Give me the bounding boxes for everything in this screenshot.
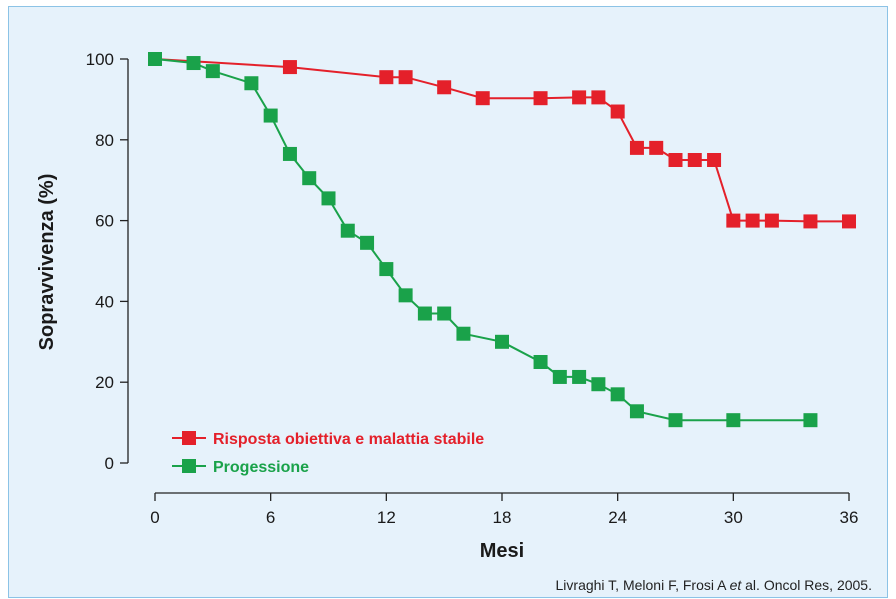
data-point: [610, 387, 625, 402]
data-point: [629, 140, 644, 155]
data-point: [495, 334, 509, 349]
data-point: [205, 64, 220, 79]
citation: Livraghi T, Meloni F, Frosi A et al. Onc…: [556, 577, 872, 593]
data-point: [263, 108, 278, 123]
y-tick-label: 20: [95, 373, 114, 392]
data-point: [803, 413, 818, 428]
y-tick-label: 40: [95, 292, 114, 311]
data-point: [302, 171, 317, 186]
data-point: [360, 235, 375, 250]
data-point: [591, 90, 606, 105]
data-point: [437, 306, 452, 321]
data-point: [148, 52, 162, 66]
series-line-0: [154, 58, 849, 223]
data-point: [379, 262, 394, 277]
data-point: [745, 213, 760, 228]
data-point: [186, 56, 201, 71]
data-point: [417, 306, 432, 321]
legend-label: Risposta obiettiva e malattia stabile: [213, 431, 484, 448]
data-point: [668, 413, 683, 428]
y-tick-label: 60: [95, 212, 114, 231]
data-point: [533, 91, 548, 106]
data-point: [379, 70, 394, 85]
data-point: [687, 153, 702, 167]
data-point: [456, 326, 471, 341]
legend-marker: [182, 431, 196, 445]
series-lines: [154, 58, 849, 422]
y-tick-label: 0: [105, 454, 114, 473]
legend: Risposta obiettiva e malattia stabile Pro…: [172, 431, 484, 476]
legend-marker: [182, 459, 196, 473]
axes: 0 20 40 60 80 100 0 6 12 18 24 30 36: [86, 50, 859, 527]
data-point: [726, 213, 741, 228]
y-axis-label: Sopravvivenza (%): [36, 174, 58, 351]
data-point: [842, 214, 856, 229]
data-point: [437, 80, 452, 95]
x-tick-label: 30: [724, 508, 743, 527]
data-point: [552, 369, 567, 384]
x-tick-label: 0: [150, 508, 159, 527]
series-markers: [148, 52, 856, 428]
citation-text-before: Livraghi T, Meloni F, Frosi A: [556, 577, 730, 593]
x-tick-label: 18: [493, 508, 512, 527]
data-point: [707, 153, 722, 167]
data-point: [629, 404, 644, 419]
data-point: [764, 213, 779, 228]
data-point: [321, 191, 336, 206]
x-tick-label: 24: [608, 508, 627, 527]
data-point: [572, 90, 587, 105]
x-tick-label: 12: [377, 508, 396, 527]
citation-text-after: al. Oncol Res, 2005.: [741, 577, 872, 593]
x-tick-label: 36: [840, 508, 859, 527]
y-tick-label: 80: [95, 131, 114, 150]
data-point: [591, 377, 606, 392]
data-point: [282, 60, 297, 75]
data-point: [282, 146, 297, 161]
series-line-1: [154, 58, 811, 422]
data-point: [340, 223, 355, 238]
legend-label: Progessione: [213, 459, 309, 476]
data-point: [726, 413, 741, 428]
data-point: [668, 153, 683, 167]
x-axis-label: Mesi: [480, 540, 524, 562]
data-point: [398, 70, 413, 85]
y-tick-label: 100: [86, 50, 114, 69]
data-point: [475, 91, 490, 106]
x-tick-label: 6: [266, 508, 275, 527]
data-point: [649, 140, 664, 155]
data-point: [533, 355, 548, 369]
citation-italic: et: [730, 577, 743, 593]
data-point: [610, 104, 625, 119]
data-point: [398, 288, 413, 303]
data-point: [244, 76, 259, 91]
data-point: [572, 369, 587, 384]
data-point: [803, 214, 818, 229]
